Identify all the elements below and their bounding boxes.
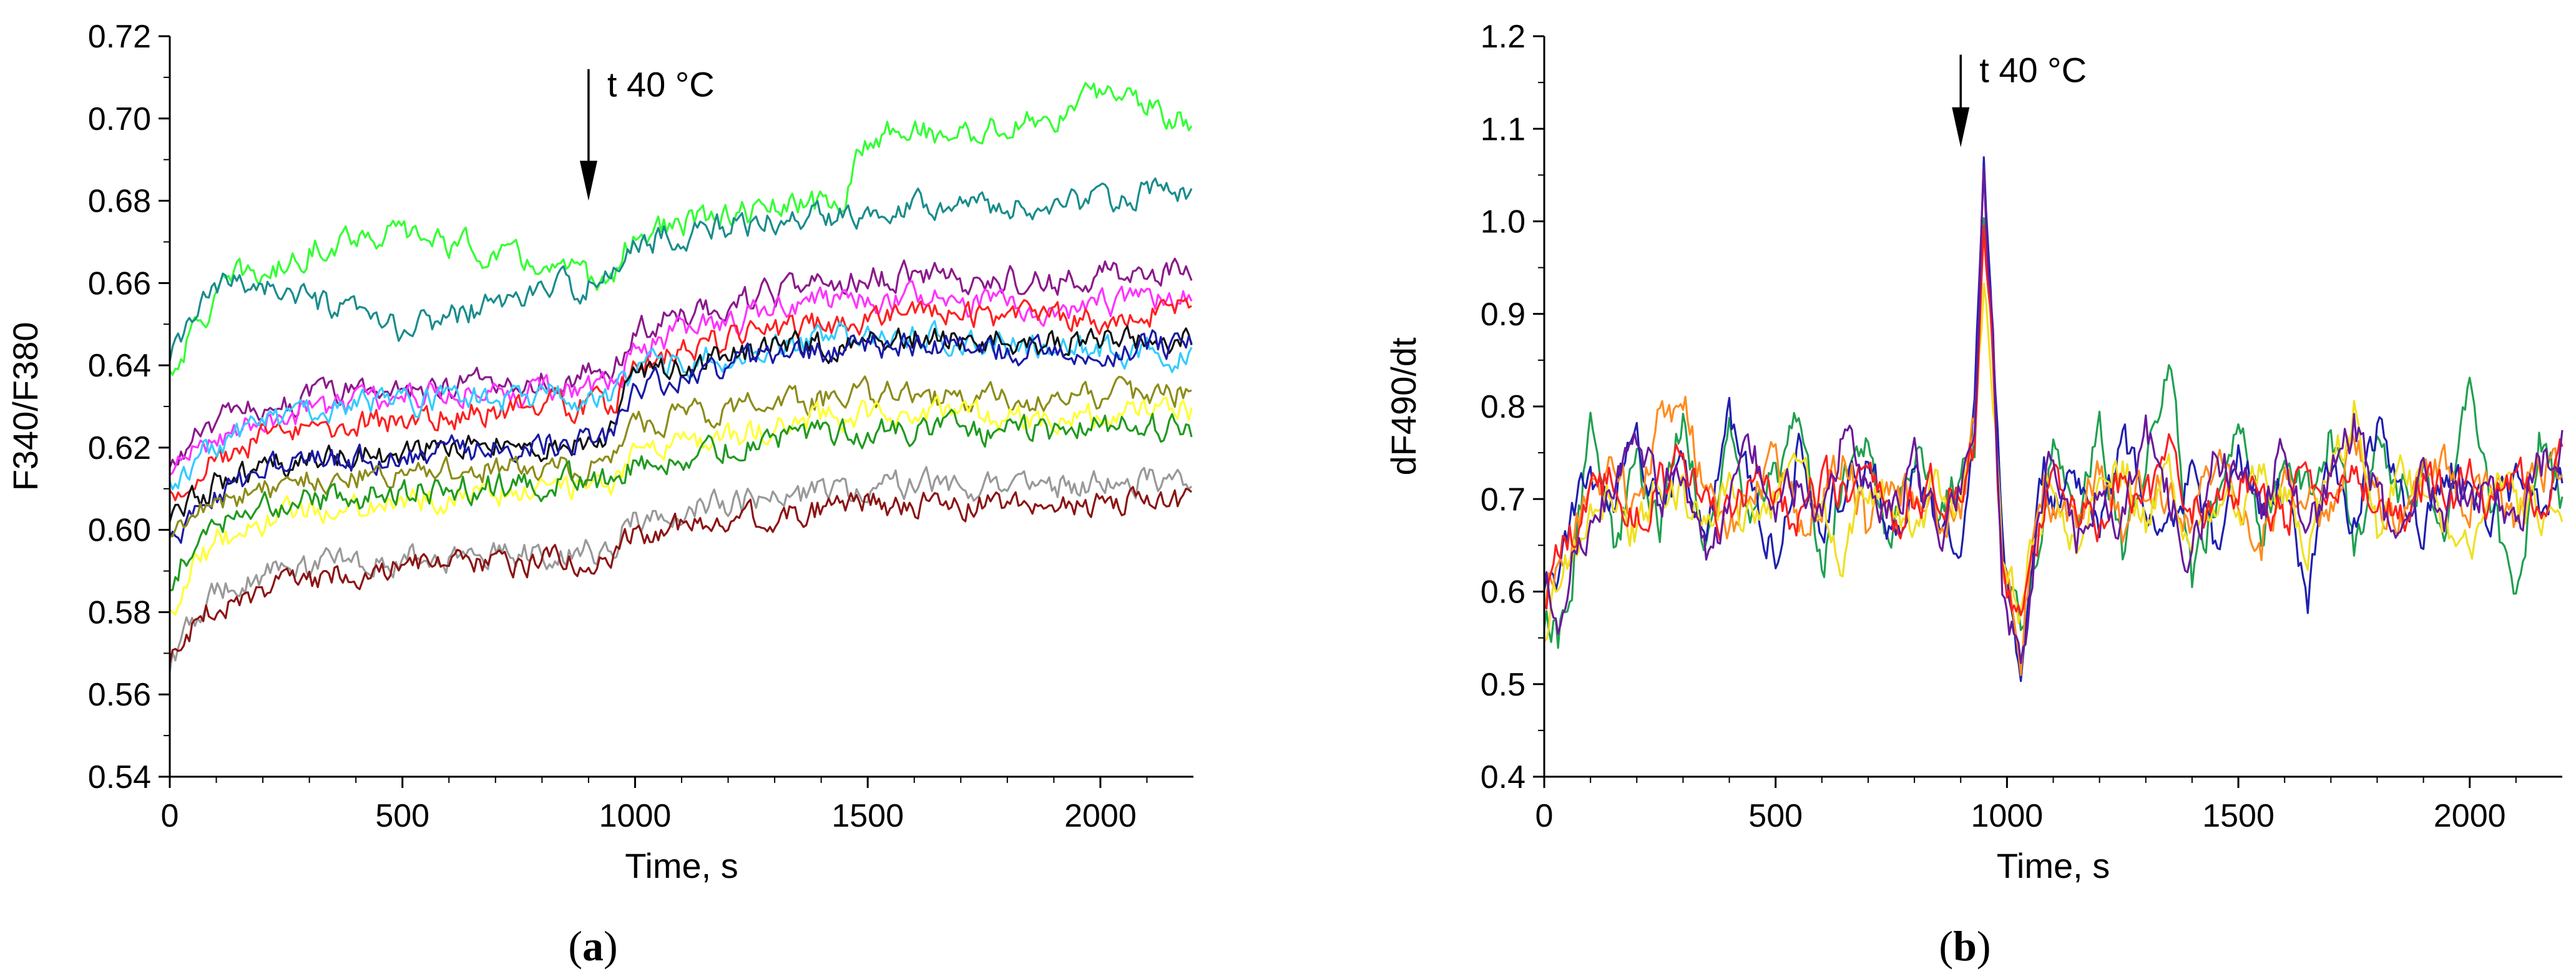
y-axis-title: F340/F380: [6, 322, 45, 491]
series-line: [1543, 217, 2564, 649]
series-line: [1543, 233, 2564, 676]
y-tick-label: 0.72: [88, 19, 151, 55]
annotation-label: t 40 °C: [607, 65, 715, 104]
series-line: [169, 486, 1193, 664]
x-tick-label: 1000: [1971, 798, 2044, 834]
y-tick-label: 0.62: [88, 430, 151, 466]
y-tick-label: 0.7: [1481, 481, 1526, 518]
x-axis-title: Time, s: [1997, 846, 2110, 885]
annotation-arrow-head: [1952, 107, 1970, 147]
panel-label: (b): [1939, 922, 1991, 970]
series-line: [169, 375, 1192, 538]
y-tick-label: 0.68: [88, 184, 151, 220]
y-tick-label: 1.0: [1481, 204, 1526, 240]
y-tick-label: 0.9: [1481, 297, 1526, 333]
y-tick-label: 0.66: [88, 265, 151, 302]
series-group: [169, 82, 1193, 672]
x-axis-title: Time, s: [625, 846, 738, 885]
x-tick-label: 500: [1748, 798, 1803, 834]
chart-panel-b: 0.4 0.5 0.6 0.7 0.8 0.9 1.0 1.1 1.2 0 500 1000 1500 2…: [1384, 19, 2564, 970]
series-line: [169, 466, 1193, 672]
y-axis-title: dF490/dt: [1384, 337, 1423, 475]
annotation-label: t 40 °C: [1979, 51, 2087, 90]
series-line: [169, 177, 1193, 362]
x-tick-label: 1500: [831, 798, 904, 834]
series-group: [1543, 156, 2564, 682]
series-line: [1543, 166, 2564, 664]
x-tick-label: 1500: [2202, 798, 2275, 834]
y-tick-label: 0.58: [88, 594, 151, 631]
x-tick-label: 0: [161, 798, 179, 834]
y-tick-label: 1.2: [1481, 19, 1526, 55]
x-tick-label: 2000: [2434, 798, 2506, 834]
y-tick-label: 0.54: [88, 759, 151, 795]
series-line: [1543, 282, 2564, 643]
chart-panel-a: 0.54 0.56 0.58 0.60 0.62 0.64 0.66 0.68 0.70 0.72…: [6, 19, 1193, 970]
x-tick-label: 1000: [599, 798, 672, 834]
series-line: [169, 320, 1193, 491]
series-line: [169, 408, 1193, 592]
series-line: [169, 297, 1192, 501]
y-tick-label: 0.56: [88, 677, 151, 713]
y-tick-label: 0.5: [1481, 667, 1526, 703]
series-line: [169, 257, 1193, 468]
series-line: [1543, 225, 2564, 616]
panel-label: (a): [568, 922, 617, 970]
x-tick-label: 0: [1535, 798, 1554, 834]
x-tick-label: 500: [375, 798, 429, 834]
series-line: [169, 329, 1193, 544]
annotation-arrow-head: [579, 160, 597, 201]
series-line: [1543, 156, 2564, 682]
y-tick-label: 1.1: [1481, 111, 1526, 147]
series-line: [169, 325, 1193, 523]
y-tick-label: 0.4: [1481, 759, 1526, 795]
y-tick-label: 0.6: [1481, 574, 1526, 611]
series-line: [169, 82, 1193, 376]
y-tick-label: 0.64: [88, 348, 151, 384]
y-tick-label: 0.70: [88, 101, 151, 137]
y-tick-label: 0.8: [1481, 389, 1526, 425]
x-tick-label: 2000: [1064, 798, 1137, 834]
y-tick-label: 0.60: [88, 513, 151, 549]
